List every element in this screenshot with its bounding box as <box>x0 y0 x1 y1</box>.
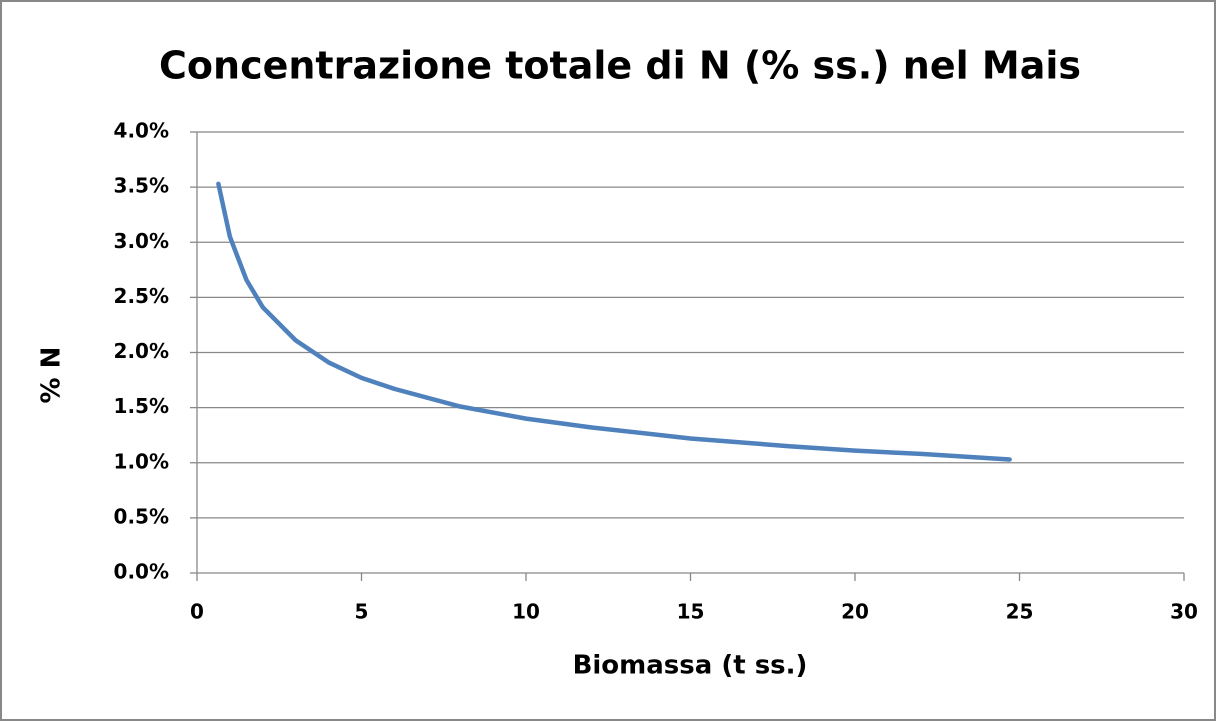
y-axis-label: % N <box>37 347 67 404</box>
x-tick-label: 15 <box>677 600 705 624</box>
x-axis-label: Biomassa (t ss.) <box>573 651 808 681</box>
x-tick-label: 10 <box>512 600 540 624</box>
y-tick-label: 0.0% <box>114 560 169 584</box>
x-tick-label: 5 <box>355 600 369 624</box>
x-tick-label: 25 <box>1006 600 1034 624</box>
y-tick-label: 2.5% <box>114 284 169 308</box>
y-tick-label: 3.0% <box>114 229 169 253</box>
y-tick-label: 1.0% <box>114 449 169 473</box>
y-tick-label: 0.5% <box>114 504 169 528</box>
y-tick-label: 1.5% <box>114 394 169 418</box>
y-tick-label: 4.0% <box>114 119 169 143</box>
y-tick-label: 2.0% <box>114 339 169 363</box>
x-tick-label: 30 <box>1170 600 1198 624</box>
line-series <box>216 181 1012 462</box>
x-tick-label: 20 <box>841 600 869 624</box>
x-tick-label: 0 <box>190 600 204 624</box>
chart-title: Concentrazione totale di N (% ss.) nel M… <box>159 44 1081 88</box>
y-tick-label: 3.5% <box>114 174 169 198</box>
